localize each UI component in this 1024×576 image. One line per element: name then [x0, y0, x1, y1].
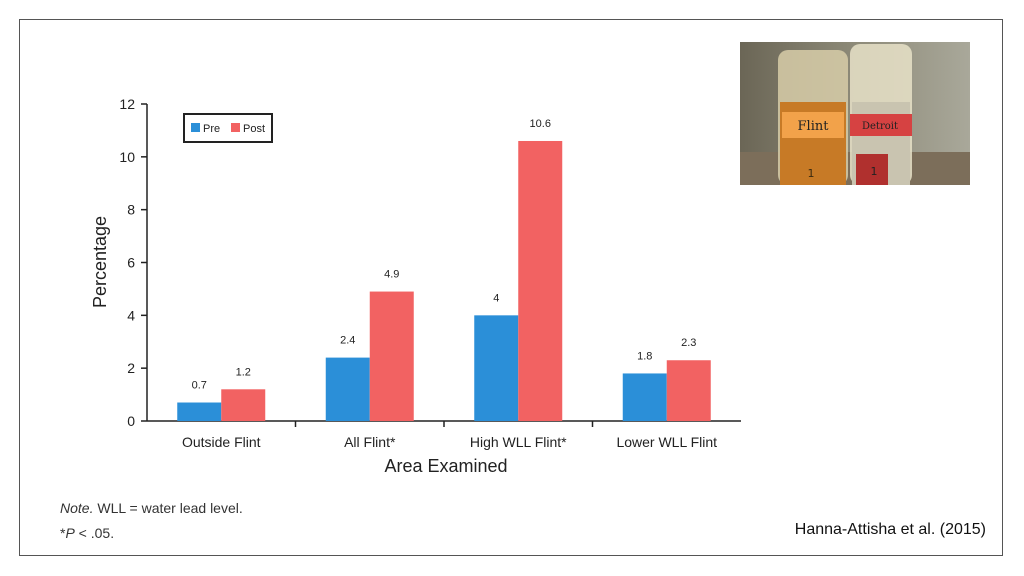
x-tick-label: Outside Flint — [182, 434, 261, 450]
data-label-post: 1.2 — [236, 366, 251, 378]
legend-pre-label: Pre — [203, 123, 220, 135]
x-tick-label: Lower WLL Flint — [616, 434, 717, 450]
flint-bottle-label: Flint — [798, 119, 830, 134]
y-tick-label: 0 — [127, 413, 135, 429]
y-tick-label: 4 — [127, 307, 135, 323]
chart-labels: 0.7 1.2 2.4 4.9 4 10.6 1.8 2.3 — [192, 118, 697, 392]
data-label-post: 10.6 — [530, 118, 551, 130]
x-axis-title: Area Examined — [384, 456, 507, 476]
y-tick-label: 12 — [119, 96, 135, 112]
bar-pre — [325, 357, 370, 421]
bar-pre — [622, 373, 667, 421]
y-axis-title: Percentage — [90, 216, 110, 308]
significance-line: *P < .05. — [60, 525, 114, 541]
y-tick-label: 8 — [127, 202, 135, 218]
bar-pre — [177, 402, 222, 421]
citation: Hanna-Attisha et al. (2015) — [794, 521, 986, 538]
note-text: WLL = water lead level. — [93, 500, 243, 516]
bar-post — [666, 360, 711, 421]
bar-post — [369, 291, 414, 421]
y-tick-label: 10 — [119, 149, 135, 165]
y-tick-label: 6 — [127, 255, 135, 271]
detroit-bottle-label: Detroit — [862, 121, 898, 132]
legend-post-label: Post — [243, 123, 265, 135]
data-label-pre: 2.4 — [340, 335, 355, 347]
note-line: Note. WLL = water lead level. — [60, 500, 243, 516]
data-label-pre: 4 — [493, 292, 499, 304]
bar-post — [518, 140, 563, 421]
x-tick-label: High WLL Flint* — [470, 434, 567, 450]
data-label-post: 4.9 — [384, 269, 399, 281]
legend-pre-swatch — [191, 123, 200, 132]
detroit-bottle-number: 1 — [871, 165, 878, 178]
legend: Pre Post — [183, 113, 273, 143]
bar-post — [221, 389, 266, 421]
bar-pre — [474, 315, 519, 421]
significance-asterisk: * — [60, 525, 66, 541]
legend-post-swatch — [231, 123, 240, 132]
y-tick-label: 2 — [127, 360, 135, 376]
water-bottles-photo: Flint 1 Detroit 1 — [740, 42, 970, 185]
data-label-pre: 0.7 — [192, 380, 207, 392]
data-label-pre: 1.8 — [637, 350, 652, 362]
note-label: Note. — [60, 500, 94, 516]
significance-text: < .05. — [74, 525, 115, 541]
x-tick-label: All Flint* — [344, 434, 396, 450]
flint-bottle-number: 1 — [808, 167, 815, 180]
data-label-post: 2.3 — [681, 337, 696, 349]
chart-bars — [177, 140, 711, 421]
significance-p: P — [65, 525, 75, 541]
